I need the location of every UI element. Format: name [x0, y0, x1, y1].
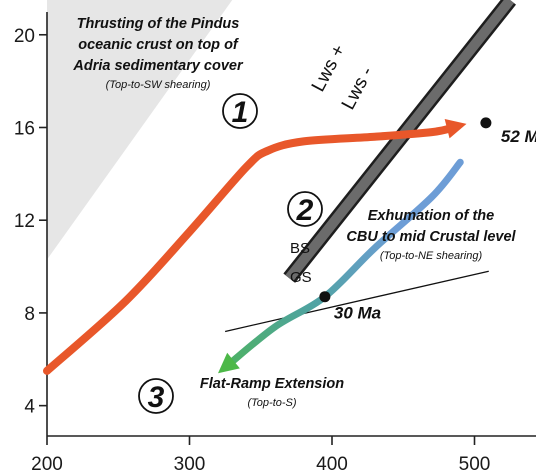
age-point-label: 30 Ma [334, 304, 381, 323]
retrograde-arrowhead [218, 352, 240, 374]
stage-3-subtitle: (Top-to-S) [247, 397, 296, 409]
y-tick-label: 20 [14, 26, 35, 47]
stage-3-number: 3 [148, 381, 165, 414]
x-axis-ticks: 200 300 400 500 [31, 436, 490, 472]
lws-plus-label: Lws + [308, 41, 350, 95]
stage-2-number: 2 [296, 194, 314, 227]
lws-shear-zone [283, 0, 516, 283]
stage-1-annotation: Thrusting of the Pindus oceanic crust on… [72, 16, 258, 129]
stage-2-annotation: 2 Exhumation of the CBU to mid Crustal l… [287, 191, 517, 262]
stage-1-circle [222, 93, 258, 129]
thrusting-field-shading [47, 0, 233, 260]
y-axis-ticks: 4 8 12 16 20 [14, 26, 47, 418]
age-point-label: 52 Ma [501, 127, 536, 146]
lws-minus-label: Lws - [338, 63, 378, 113]
x-tick-label: 500 [459, 454, 491, 472]
stage-1-subtitle: (Top-to-SW shearing) [106, 79, 211, 91]
stage-2-circle [287, 191, 323, 227]
stage-3-circle [138, 378, 174, 414]
age-points: 52 Ma 30 Ma [319, 117, 536, 323]
y-tick-label: 16 [14, 118, 35, 139]
shear-zone-fill [285, 0, 515, 282]
retrograde-path [225, 158, 464, 368]
y-tick-label: 4 [24, 397, 35, 418]
y-tick-label: 8 [24, 304, 35, 325]
stage-3-annotation: 3 Flat-Ramp Extension (Top-to-S) [138, 376, 344, 414]
stage-2-title-line-2: CBU to mid Crustal level [346, 229, 516, 245]
age-point-marker [480, 117, 492, 129]
stage-1-title-line-1: Thrusting of the Pindus [77, 16, 240, 32]
stage-1-title-line-3: Adria sedimentary cover [72, 58, 244, 74]
stage-3-title: Flat-Ramp Extension [200, 376, 344, 392]
gs-label: GS [290, 269, 312, 286]
stage-1-title-line-2: oceanic crust on top of [78, 37, 240, 53]
x-tick-label: 300 [174, 454, 206, 472]
x-tick-label: 400 [316, 454, 348, 472]
pt-paths [43, 119, 467, 375]
y-tick-label: 12 [14, 211, 35, 232]
prograde-arrowhead [444, 119, 467, 139]
stage-2-title-line-1: Exhumation of the [368, 208, 494, 224]
bs-gs-boundary-line [224, 270, 489, 333]
stage-1-number: 1 [232, 96, 249, 129]
prograde-path [43, 123, 457, 375]
stage-2-subtitle: (Top-to-NE shearing) [380, 250, 483, 262]
age-point-marker [319, 291, 331, 303]
bs-label: BS [290, 240, 310, 257]
x-tick-label: 200 [31, 454, 63, 472]
